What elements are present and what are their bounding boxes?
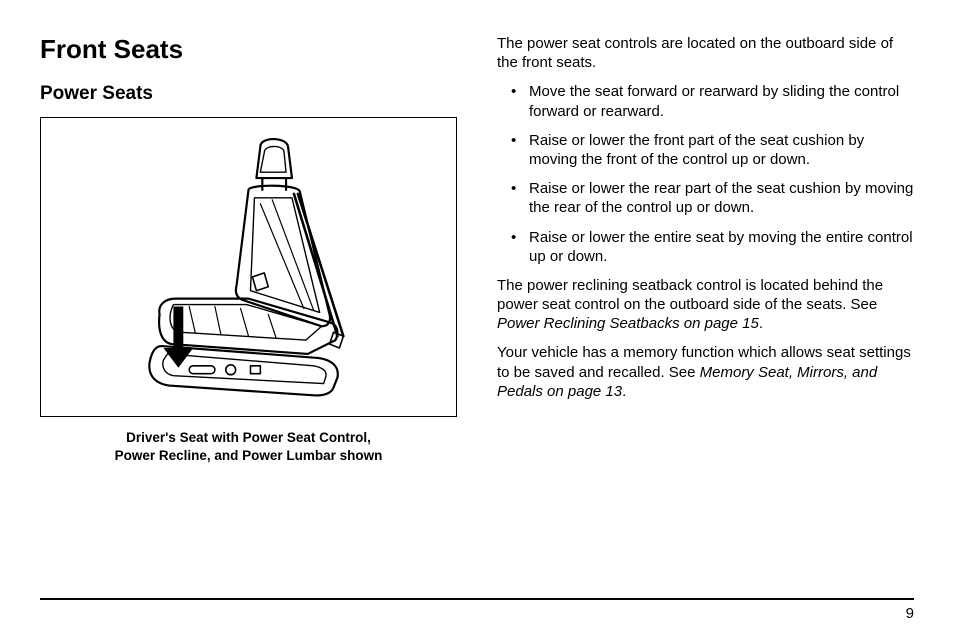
- control-arrow-icon: [164, 307, 194, 368]
- text-run: .: [759, 315, 763, 332]
- intro-paragraph: The power seat controls are located on t…: [497, 34, 914, 72]
- seat-illustration-frame: [40, 117, 457, 417]
- heading-power-seats: Power Seats: [40, 83, 457, 105]
- xref-power-reclining: Power Reclining Seatbacks on page 15: [497, 315, 759, 332]
- seat-illustration: [41, 118, 456, 416]
- left-column: Front Seats Power Seats: [40, 34, 457, 465]
- right-column: The power seat controls are located on t…: [497, 34, 914, 465]
- recline-paragraph: The power reclining seatback control is …: [497, 276, 914, 334]
- caption-line-2: Power Recline, and Power Lumbar shown: [115, 448, 383, 463]
- page-number: 9: [906, 605, 914, 622]
- memory-paragraph: Your vehicle has a memory function which…: [497, 343, 914, 401]
- heading-front-seats: Front Seats: [40, 34, 457, 65]
- manual-page: Front Seats Power Seats: [0, 0, 954, 636]
- list-item: Move the seat forward or rearward by sli…: [497, 82, 914, 120]
- footer-rule: [40, 598, 914, 600]
- text-run: The power reclining seatback control is …: [497, 277, 883, 313]
- caption-line-1: Driver's Seat with Power Seat Control,: [126, 430, 371, 445]
- list-item: Raise or lower the rear part of the seat…: [497, 179, 914, 217]
- text-run: .: [622, 383, 626, 400]
- controls-bullet-list: Move the seat forward or rearward by sli…: [497, 82, 914, 266]
- two-column-layout: Front Seats Power Seats: [40, 34, 914, 465]
- figure-caption: Driver's Seat with Power Seat Control, P…: [40, 429, 457, 465]
- list-item: Raise or lower the front part of the sea…: [497, 131, 914, 169]
- list-item: Raise or lower the entire seat by moving…: [497, 228, 914, 266]
